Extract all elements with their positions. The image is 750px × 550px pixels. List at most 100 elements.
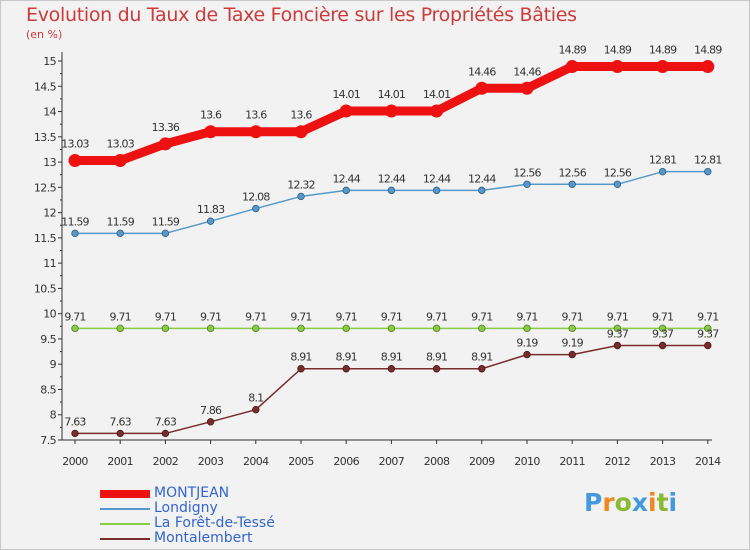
data-label-0-12: 14.89 (604, 44, 632, 57)
data-point-0-9 (475, 81, 489, 95)
logo-letter: t (656, 488, 669, 517)
data-label-1-12: 12.56 (604, 166, 632, 179)
data-point-3-9 (478, 365, 486, 373)
x-tick-label: 2002 (153, 455, 179, 468)
data-label-0-5: 13.6 (290, 109, 312, 122)
data-label-1-14: 12.81 (694, 154, 722, 167)
logo-letter: x (631, 488, 648, 517)
data-point-0-4 (249, 125, 263, 139)
y-tick-label: 12.5 (34, 181, 57, 194)
data-point-1-12 (613, 180, 622, 189)
data-point-1-2 (161, 229, 170, 238)
data-label-2-4: 9.71 (245, 310, 266, 323)
data-point-3-6 (342, 365, 350, 373)
y-tick-label: 7.5 (40, 434, 56, 447)
data-label-2-14: 9.71 (697, 310, 718, 323)
data-label-1-13: 12.81 (649, 154, 677, 167)
data-point-1-14 (704, 167, 712, 176)
y-tick-label: 14 (43, 106, 56, 119)
y-tick-label: 9.5 (40, 333, 56, 346)
data-point-1-11 (568, 180, 576, 189)
data-label-3-14: 9.37 (697, 328, 719, 341)
data-point-2-12 (613, 324, 622, 333)
data-label-1-1: 11.59 (106, 215, 134, 228)
data-label-1-11: 12.56 (558, 166, 586, 179)
x-tick-label: 2010 (514, 455, 540, 468)
data-point-1-5 (297, 192, 305, 201)
x-tick-label: 2001 (107, 455, 133, 468)
data-point-3-11 (568, 350, 576, 359)
data-point-2-9 (478, 324, 486, 333)
data-label-3-7: 8.91 (381, 351, 402, 364)
data-label-0-10: 14.46 (513, 65, 541, 78)
data-label-1-5: 12.32 (287, 178, 315, 191)
legend-swatch-0 (100, 489, 150, 498)
data-point-2-6 (342, 324, 350, 333)
x-tick-label: 2008 (424, 455, 450, 468)
data-label-0-9: 14.46 (468, 65, 496, 78)
data-label-3-10: 9.19 (516, 337, 538, 350)
data-label-0-1: 13.03 (106, 138, 134, 151)
data-point-1-13 (658, 167, 667, 176)
x-tick-label: 2006 (333, 455, 359, 468)
data-label-2-2: 9.71 (155, 310, 176, 323)
data-point-2-7 (387, 324, 396, 333)
chart-legend: MONTJEAN Londigny La Forêt-de-Tessé Montale… (100, 486, 275, 546)
x-tick-label: 2012 (605, 455, 631, 468)
data-point-2-1 (116, 324, 124, 333)
data-label-3-2: 7.63 (155, 415, 177, 428)
data-label-0-3: 13.6 (200, 109, 222, 122)
x-tick-label: 2014 (695, 455, 721, 468)
data-point-2-8 (432, 324, 441, 333)
data-point-1-4 (252, 204, 260, 213)
data-label-2-7: 9.71 (381, 310, 402, 323)
data-point-0-6 (339, 104, 353, 118)
data-label-3-13: 9.37 (652, 328, 674, 341)
data-label-0-7: 14.01 (378, 88, 406, 101)
data-label-0-2: 13.36 (152, 121, 180, 134)
data-label-0-13: 14.89 (649, 44, 677, 57)
legend-item-2: La Forêt-de-Tessé (100, 516, 275, 531)
data-point-3-7 (387, 365, 396, 373)
data-point-0-2 (158, 137, 172, 151)
data-label-3-1: 7.63 (110, 415, 132, 428)
y-tick-label: 14.5 (34, 80, 57, 93)
chart-unit-label: (en %) (26, 28, 63, 41)
x-tick-label: 2011 (559, 455, 585, 468)
data-point-2-2 (161, 324, 170, 333)
data-point-2-13 (658, 324, 667, 333)
data-point-3-5 (297, 365, 305, 373)
data-point-0-7 (384, 104, 398, 118)
legend-item-3: Montalembert (100, 531, 275, 546)
data-label-1-0: 11.59 (61, 215, 89, 228)
data-label-0-14: 14.89 (694, 44, 722, 57)
data-point-0-1 (113, 154, 127, 168)
legend-swatch-3 (100, 537, 150, 540)
data-label-2-8: 9.71 (426, 310, 447, 323)
y-tick-label: 8.5 (40, 383, 56, 396)
data-label-1-8: 12.44 (423, 172, 451, 185)
data-point-1-1 (116, 229, 124, 238)
legend-label-0: MONTJEAN (154, 485, 230, 501)
y-tick-label: 9 (50, 358, 57, 371)
legend-swatch-2 (100, 522, 150, 525)
data-label-1-2: 11.59 (152, 215, 180, 228)
y-tick-label: 10 (43, 308, 56, 321)
data-label-2-10: 9.71 (516, 310, 537, 323)
logo-letter: i (648, 488, 657, 517)
y-tick-label: 11 (43, 257, 56, 270)
data-label-1-7: 12.44 (378, 172, 406, 185)
data-point-1-7 (387, 186, 396, 195)
data-label-2-9: 9.71 (471, 310, 492, 323)
data-point-1-10 (523, 180, 531, 189)
x-tick-label: 2004 (243, 455, 269, 468)
legend-swatch-1 (100, 507, 150, 510)
data-point-3-3 (206, 418, 215, 426)
data-point-0-0 (68, 154, 82, 168)
data-label-0-11: 14.89 (558, 44, 586, 57)
data-label-2-12: 9.71 (607, 310, 628, 323)
data-point-0-14 (701, 60, 715, 74)
data-label-3-3: 7.86 (200, 404, 222, 417)
legend-label-2: La Forêt-de-Tessé (154, 515, 275, 531)
